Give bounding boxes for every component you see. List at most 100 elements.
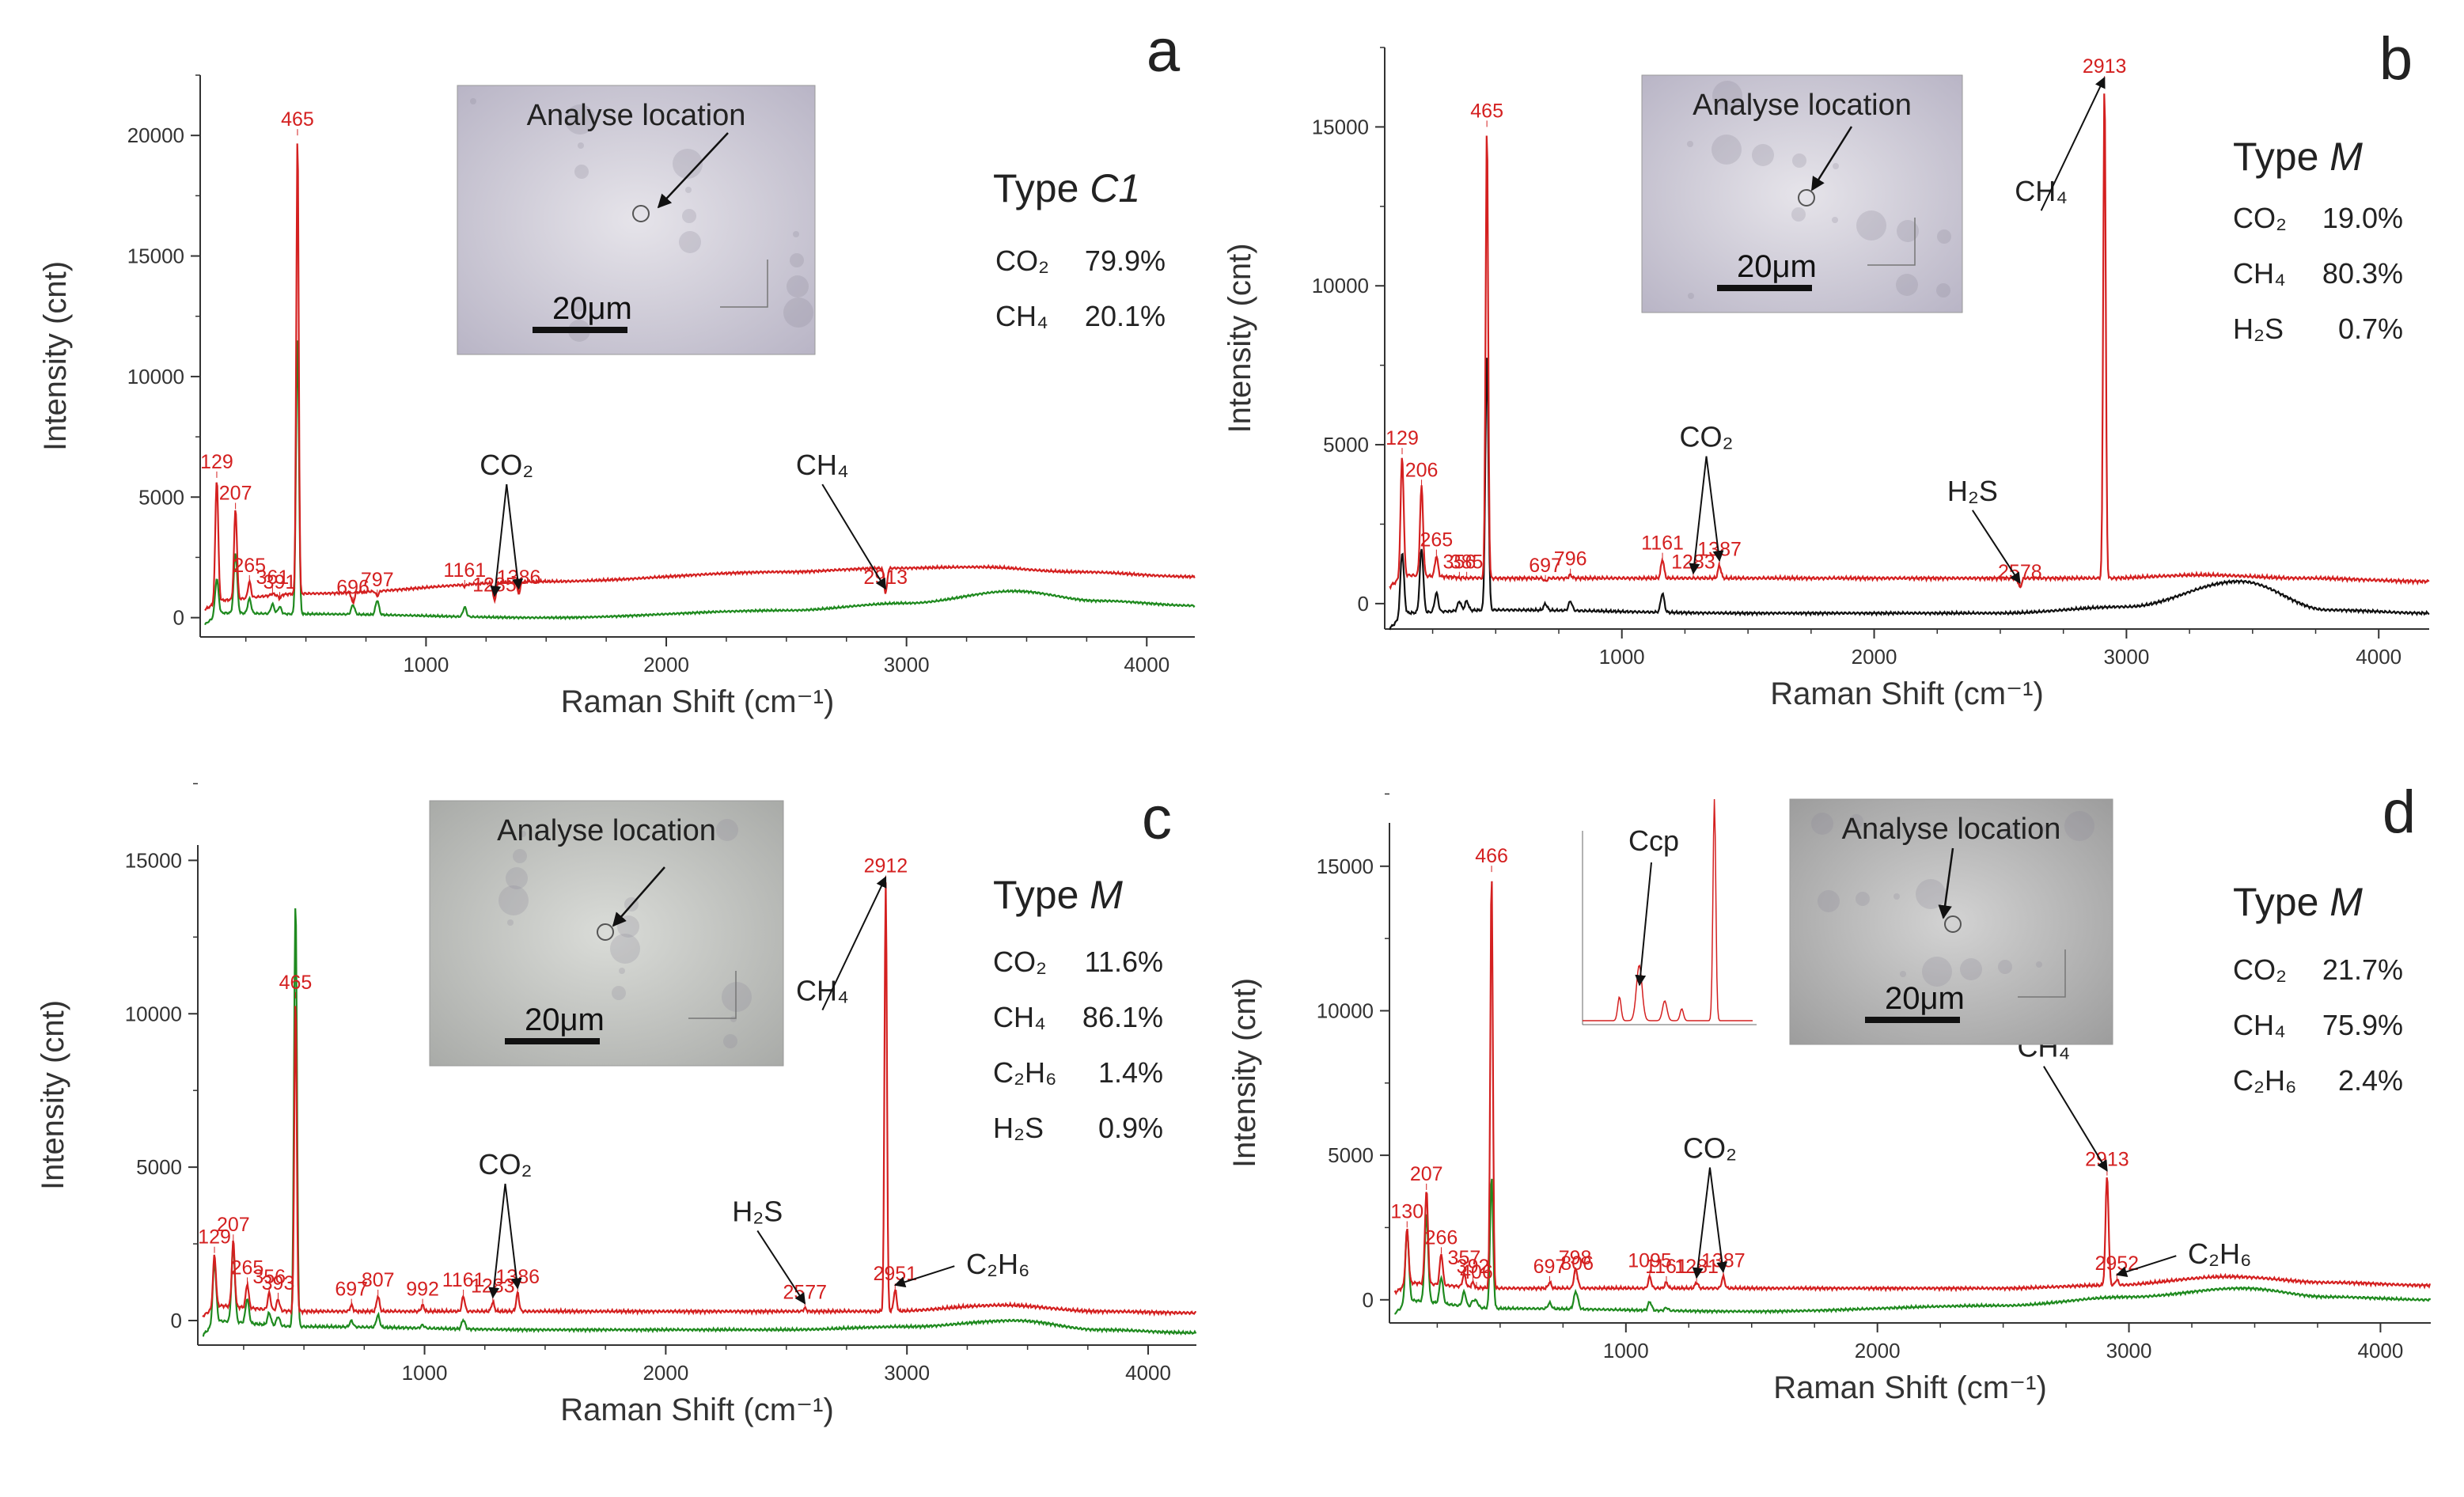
inclusion-spot — [1791, 207, 1806, 222]
peak-annotation: H₂S — [1947, 475, 1998, 507]
composition-species: CH₄ — [995, 300, 1048, 332]
type-label: Type M — [2233, 135, 2363, 179]
y-tick-label: 10000 — [125, 1002, 182, 1025]
composition-species: C₂H₆ — [993, 1056, 1057, 1089]
x-tick-label: 1000 — [1599, 645, 1645, 669]
peak-label: 797 — [361, 569, 394, 591]
peak-label: 391 — [263, 571, 297, 593]
inclusion-spot — [2036, 961, 2042, 968]
y-tick-label: 5000 — [1328, 1143, 1374, 1167]
peak-annotation: CO₂ — [1683, 1132, 1737, 1165]
composition-species: H₂S — [2233, 313, 2284, 345]
y-tick-label: 0 — [171, 1309, 182, 1332]
inclusion-spot — [1688, 293, 1694, 299]
peak-label: 129 — [1386, 427, 1419, 449]
type-label-prefix: Type — [2233, 880, 2329, 924]
peak-label: 2913 — [2085, 1149, 2129, 1171]
inclusion-spot — [1896, 274, 1918, 296]
x-tick-label: 2000 — [643, 1361, 688, 1385]
x-axis-title: Raman Shift (cm⁻¹) — [1773, 1370, 2047, 1405]
type-label-class: M — [2329, 880, 2363, 924]
y-tick-label: 10000 — [1312, 274, 1369, 298]
composition-value: 80.3% — [2322, 257, 2403, 290]
y-tick-label: 15000 — [1312, 115, 1369, 138]
inclusion-spot — [506, 867, 528, 889]
x-tick-label: 1000 — [403, 653, 449, 676]
peak-label: 466 — [1475, 845, 1508, 867]
peak-label: 207 — [217, 1214, 250, 1236]
scale-bar — [1865, 1017, 1960, 1023]
peak-label: 2578 — [1998, 561, 2042, 583]
ccp-label: Ccp — [1628, 824, 1679, 857]
scale-bar-label: 20μm — [1885, 981, 1965, 1016]
type-label-class: M — [2329, 135, 2363, 179]
inclusion-spot — [1998, 960, 2012, 974]
y-tick-label: 5000 — [138, 485, 184, 509]
peak-annotation: C₂H₆ — [2188, 1237, 2252, 1270]
peak-label: 2951 — [873, 1263, 917, 1285]
x-tick-label: 1000 — [1603, 1339, 1649, 1362]
inclusion-spot — [619, 968, 625, 974]
inclusion-spot — [783, 298, 813, 328]
composition-species: CO₂ — [2233, 202, 2287, 234]
peak-annotation: CH₄ — [796, 449, 849, 481]
inclusion-spot — [679, 231, 701, 253]
inclusion-spot — [790, 253, 804, 267]
inclusion-spot — [498, 885, 529, 915]
type-label-prefix: Type — [993, 873, 1090, 917]
y-axis-title: Intensity (cnt) — [38, 261, 73, 451]
peak-label: 207 — [219, 482, 252, 504]
inclusion-spot — [1893, 893, 1900, 900]
scale-bar — [1717, 285, 1812, 291]
inclusion-spot — [1818, 890, 1840, 912]
scale-bar-label: 20μm — [525, 1002, 605, 1037]
scale-bar — [505, 1038, 600, 1044]
type-label-class: C1 — [1090, 166, 1140, 210]
x-tick-label: 3000 — [884, 1361, 930, 1385]
y-tick-label: 10000 — [127, 365, 184, 388]
y-axis-title: Intensity (cnt) — [1227, 978, 1262, 1168]
x-tick-label: 2000 — [1852, 645, 1897, 669]
composition-value: 79.9% — [1085, 244, 1166, 277]
inclusion-spot — [1936, 283, 1950, 298]
scale-bar-label: 20μm — [1737, 249, 1817, 284]
inclusion-spot — [610, 934, 640, 964]
inclusion-spot — [470, 98, 476, 104]
composition-species: H₂S — [993, 1112, 1044, 1144]
type-label: Type M — [993, 873, 1123, 917]
x-tick-label: 4000 — [1125, 1361, 1171, 1385]
inclusion-spot — [1833, 163, 1839, 169]
y-tick-label: 15000 — [125, 848, 182, 872]
peak-label: 265 — [1420, 529, 1454, 551]
panel-letter: a — [1147, 17, 1181, 85]
inclusion-spot — [1687, 141, 1693, 147]
inclusion-spot — [716, 819, 738, 841]
analyse-location-label: Analyse location — [497, 814, 716, 847]
composition-value: 0.7% — [2338, 313, 2403, 345]
y-tick-label: 15000 — [1317, 855, 1374, 878]
x-tick-label: 4000 — [2358, 1339, 2404, 1362]
inclusion-spot — [1752, 144, 1774, 166]
inclusion-spot — [1937, 229, 1951, 244]
x-tick-label: 4000 — [1124, 653, 1169, 676]
peak-label: 992 — [406, 1279, 439, 1301]
panel-letter: d — [2382, 779, 2416, 846]
peak-label: 2913 — [2083, 55, 2127, 78]
peak-annotation: C₂H₆ — [966, 1248, 1030, 1280]
peak-label: 406 — [1460, 1261, 1493, 1283]
composition-value: 2.4% — [2338, 1064, 2403, 1097]
composition-value: 20.1% — [1085, 300, 1166, 332]
x-tick-label: 2000 — [643, 653, 689, 676]
composition-value: 86.1% — [1082, 1001, 1163, 1033]
peak-label: 465 — [279, 972, 313, 994]
y-tick-label: 15000 — [127, 244, 184, 268]
x-tick-label: 3000 — [884, 653, 930, 676]
peak-label: 465 — [281, 108, 314, 131]
x-tick-label: 1000 — [402, 1361, 448, 1385]
y-tick-label: 0 — [1363, 1288, 1374, 1312]
y-axis-title: Intensity (cnt) — [36, 1000, 70, 1190]
panel-letter: b — [2379, 25, 2413, 93]
inclusion-spot — [685, 187, 692, 193]
micrograph-inset: Analyse location20μm — [1790, 799, 2113, 1044]
inclusion-spot — [722, 982, 752, 1012]
